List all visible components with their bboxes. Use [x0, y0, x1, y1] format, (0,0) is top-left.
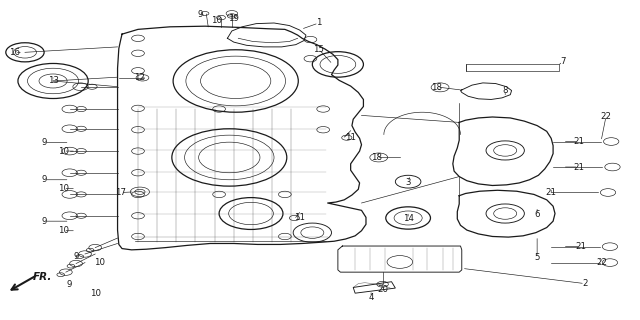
Text: 17: 17 [115, 188, 126, 197]
Text: 9: 9 [42, 138, 47, 147]
Text: 10: 10 [90, 289, 100, 298]
Text: 20: 20 [377, 284, 388, 293]
Text: 9: 9 [67, 280, 72, 289]
Text: 10: 10 [94, 258, 105, 267]
Text: 3: 3 [405, 178, 411, 187]
Text: 9: 9 [42, 175, 47, 184]
Text: 9: 9 [74, 252, 79, 261]
Text: 12: 12 [134, 73, 145, 82]
Text: 11: 11 [345, 132, 356, 141]
Text: 2: 2 [582, 279, 588, 288]
Text: 9: 9 [197, 10, 203, 19]
Text: 10: 10 [58, 226, 68, 235]
Text: 7: 7 [560, 57, 565, 66]
Text: 22: 22 [600, 112, 612, 121]
Text: 21: 21 [546, 188, 557, 197]
Text: 4: 4 [369, 293, 374, 302]
Text: 21: 21 [575, 242, 586, 251]
Text: 10: 10 [58, 184, 68, 193]
Text: 5: 5 [534, 253, 540, 262]
Text: 18: 18 [431, 83, 442, 92]
Text: 9: 9 [42, 217, 47, 226]
Text: 14: 14 [403, 214, 413, 223]
Text: 6: 6 [534, 210, 540, 219]
Text: 10: 10 [58, 147, 68, 156]
Text: 11: 11 [294, 213, 305, 222]
Text: 19: 19 [228, 14, 239, 23]
Text: 21: 21 [573, 137, 584, 146]
Text: 10: 10 [211, 16, 222, 25]
Text: 13: 13 [47, 76, 59, 85]
Text: 8: 8 [502, 86, 508, 95]
Text: 15: 15 [313, 44, 324, 54]
Text: FR.: FR. [33, 272, 52, 282]
Text: 21: 21 [573, 163, 584, 172]
Text: 18: 18 [371, 153, 381, 162]
Text: 22: 22 [596, 258, 608, 267]
Text: 16: 16 [9, 48, 20, 57]
Text: 1: 1 [316, 19, 321, 28]
